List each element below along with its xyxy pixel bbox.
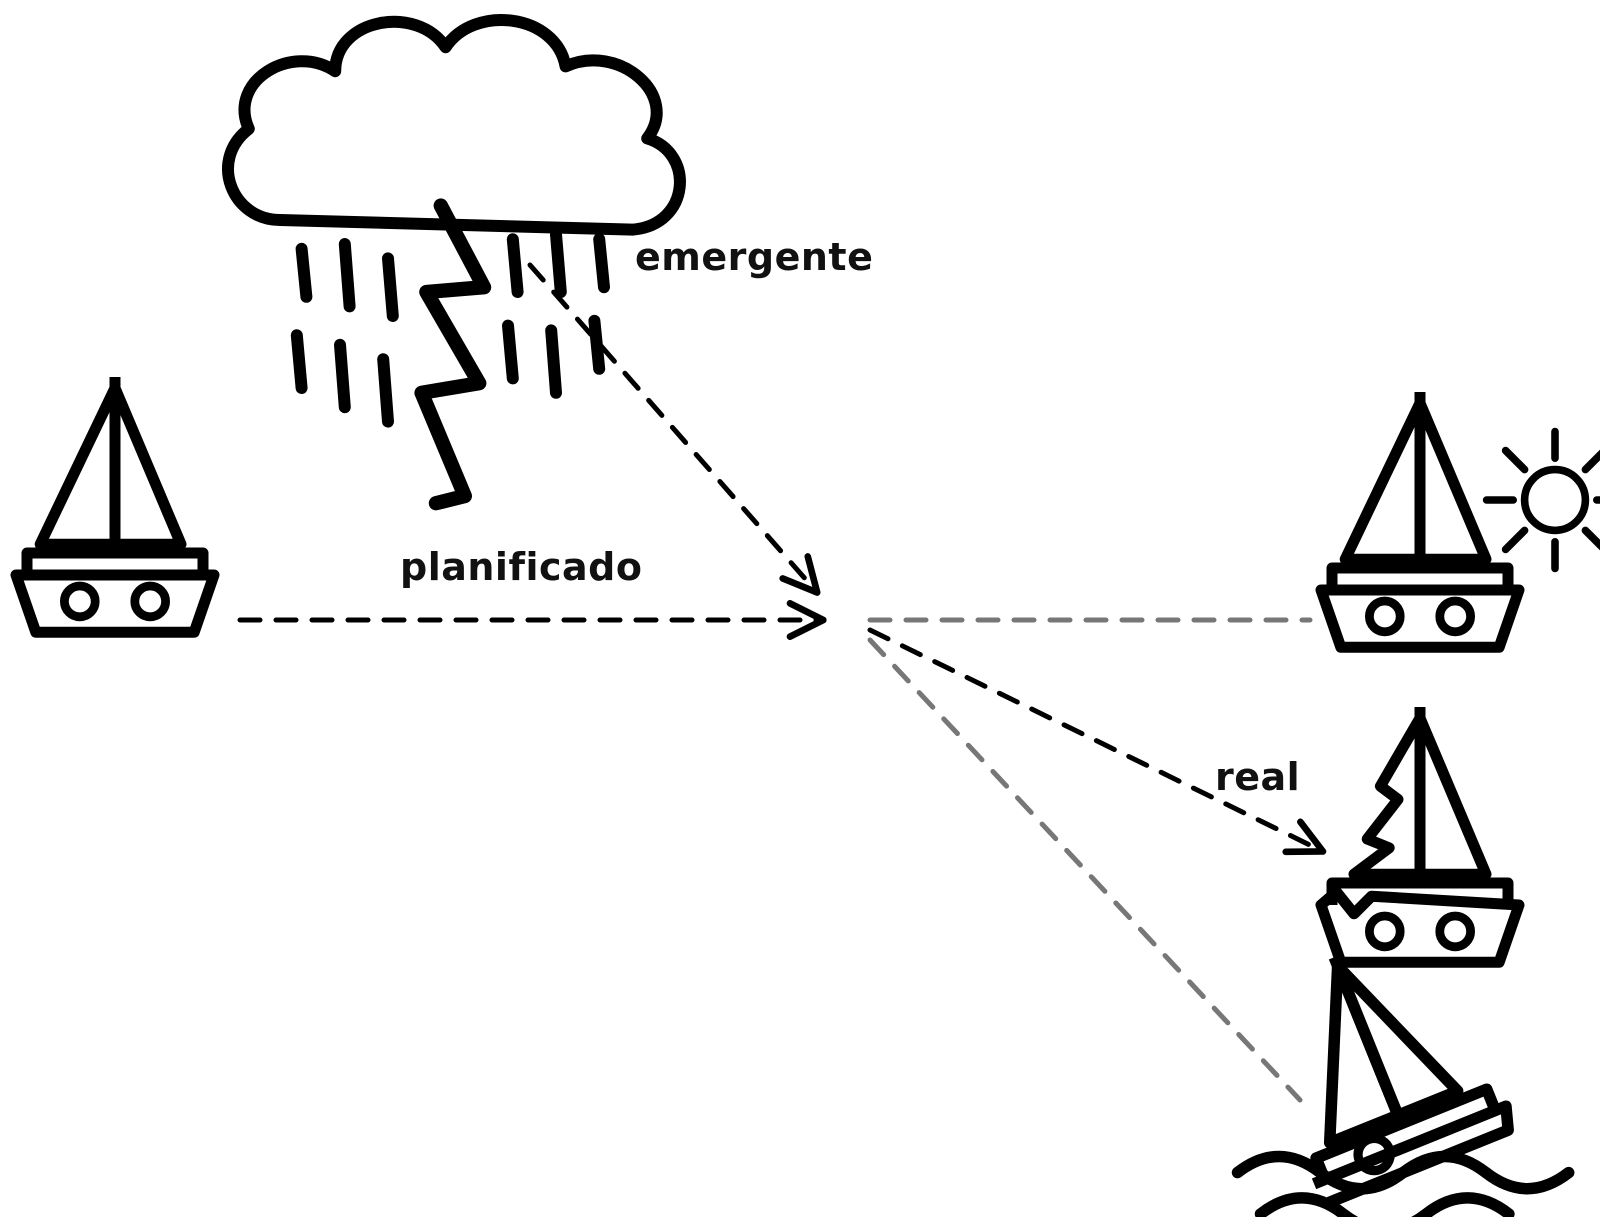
real-label: real bbox=[1215, 755, 1300, 799]
emergente-label: emergente bbox=[635, 235, 873, 279]
storm-cloud-icon bbox=[228, 20, 680, 503]
damaged-boat-icon bbox=[1321, 707, 1519, 962]
sun-icon bbox=[1487, 432, 1600, 569]
sunny-boat-icon bbox=[1321, 392, 1519, 647]
strategy-diagram: emergente planificado real bbox=[0, 0, 1600, 1217]
planificado-label: planificado bbox=[400, 545, 642, 589]
start-boat-icon bbox=[16, 377, 214, 632]
